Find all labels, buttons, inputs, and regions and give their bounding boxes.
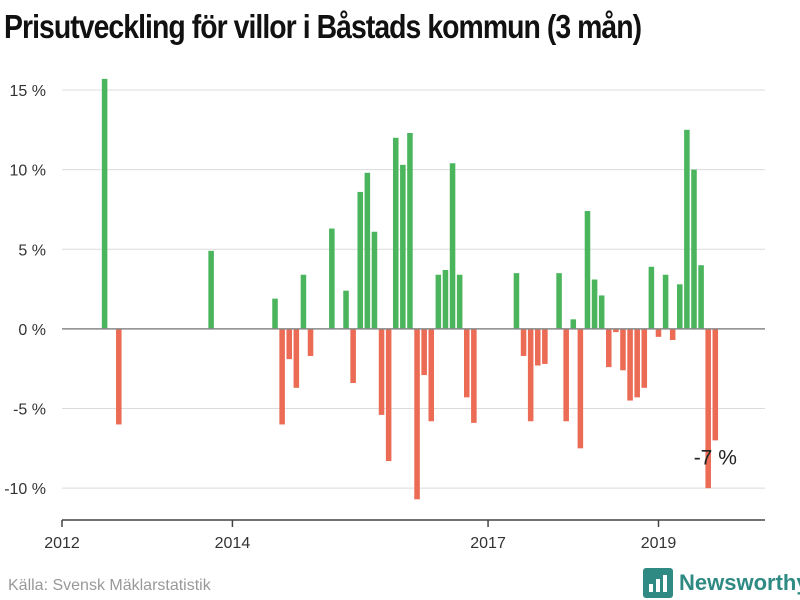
bar bbox=[286, 328, 293, 360]
bar bbox=[350, 328, 356, 384]
bar bbox=[421, 328, 427, 376]
bar bbox=[101, 78, 108, 329]
bar bbox=[520, 328, 527, 356]
bar bbox=[598, 295, 605, 329]
x-tick-label: 2019 bbox=[641, 535, 677, 552]
x-tick-label: 2017 bbox=[470, 535, 506, 552]
bar bbox=[414, 328, 420, 500]
brand-logo[interactable]: Newsworthy bbox=[643, 568, 800, 598]
bar bbox=[307, 328, 314, 356]
bar bbox=[343, 290, 349, 329]
bar bbox=[385, 328, 392, 462]
y-tick-label: -10 % bbox=[4, 481, 46, 498]
bar bbox=[208, 250, 214, 329]
bar bbox=[442, 269, 449, 329]
bar bbox=[556, 273, 562, 329]
source-note: Källa: Svensk Mäklarstatistik bbox=[8, 577, 211, 594]
tick-labels: 15 % 10 % 5 % 0 % -5 % -10 % 2012 2014 2017 2019 -… bbox=[4, 83, 737, 552]
bar bbox=[392, 137, 399, 329]
bar bbox=[705, 328, 711, 489]
y-tick-label: 15 % bbox=[10, 83, 46, 100]
bar bbox=[279, 328, 285, 425]
bar bbox=[563, 328, 569, 422]
bar bbox=[634, 328, 640, 398]
bar bbox=[513, 273, 520, 329]
bar bbox=[534, 328, 541, 366]
bar-chart-logo-icon bbox=[643, 568, 673, 598]
brand-name: Newsworthy bbox=[679, 570, 800, 595]
bar bbox=[542, 328, 548, 364]
bar bbox=[371, 231, 378, 329]
y-tick-label: -5 % bbox=[13, 402, 46, 419]
bar bbox=[527, 328, 534, 422]
bar bbox=[669, 328, 676, 341]
value-annotation: -7 % bbox=[694, 446, 737, 469]
bar bbox=[691, 169, 697, 329]
bar bbox=[293, 328, 300, 388]
bar bbox=[613, 328, 619, 333]
bar bbox=[449, 163, 456, 329]
bar bbox=[648, 266, 655, 329]
bar bbox=[300, 274, 307, 329]
bar bbox=[378, 328, 385, 415]
bar bbox=[677, 284, 683, 329]
bar bbox=[116, 328, 122, 425]
bar bbox=[407, 133, 413, 329]
bar bbox=[584, 211, 591, 329]
bar bbox=[456, 274, 463, 329]
bar bbox=[641, 328, 648, 388]
y-tick-label: 10 % bbox=[10, 163, 46, 180]
bar bbox=[570, 319, 577, 329]
bar bbox=[364, 172, 371, 329]
bar bbox=[606, 328, 612, 368]
bar bbox=[463, 328, 470, 398]
bar bbox=[329, 228, 335, 329]
bar bbox=[428, 328, 435, 422]
bar bbox=[655, 328, 662, 337]
y-tick-label: 5 % bbox=[18, 242, 46, 259]
bar bbox=[357, 191, 364, 329]
y-tick-label: 0 % bbox=[18, 322, 46, 339]
bars bbox=[101, 78, 719, 500]
bar bbox=[620, 328, 626, 371]
chart-title: Prisutveckling för villor i Båstads komm… bbox=[4, 8, 642, 45]
bar bbox=[471, 328, 477, 423]
bar bbox=[591, 279, 598, 329]
bar bbox=[400, 164, 406, 329]
bar bbox=[662, 274, 669, 329]
bar bbox=[272, 298, 278, 329]
bar bbox=[577, 328, 584, 449]
bar bbox=[712, 328, 719, 441]
bar bbox=[684, 129, 690, 329]
x-tick-label: 2014 bbox=[215, 535, 251, 552]
bar bbox=[435, 274, 442, 329]
gridlines bbox=[62, 89, 765, 489]
x-tick-label: 2012 bbox=[44, 535, 80, 552]
bar bbox=[627, 328, 633, 401]
bar bbox=[698, 265, 704, 329]
axes bbox=[61, 328, 765, 527]
